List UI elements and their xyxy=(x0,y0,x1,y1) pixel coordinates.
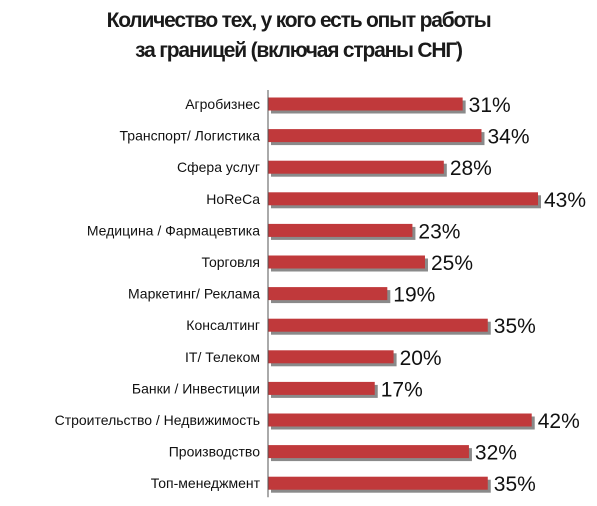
data-label: 42% xyxy=(538,410,580,433)
category-label: Сфера услуг xyxy=(177,159,260,175)
data-label: 34% xyxy=(487,126,529,149)
bar xyxy=(268,445,469,459)
category-label: Банки / Инвестиции xyxy=(132,380,260,396)
category-label: Производство xyxy=(169,444,260,460)
data-label: 43% xyxy=(544,189,586,212)
chart-title-line-1: Количество тех, у кого есть опыт работы xyxy=(106,9,492,32)
chart-title: Количество тех, у кого есть опыт работы … xyxy=(0,6,597,66)
data-label: 17% xyxy=(381,378,423,401)
bar xyxy=(268,413,532,427)
category-label: Агробизнес xyxy=(185,96,260,112)
bar xyxy=(268,287,388,301)
bar xyxy=(268,160,444,174)
category-label: Маркетинг/ Реклама xyxy=(128,286,260,302)
bar xyxy=(268,192,538,206)
chart-title-line-2: за границей (включая страны СНГ) xyxy=(135,39,463,62)
category-label: IT/ Телеком xyxy=(185,349,260,365)
bar xyxy=(268,255,425,269)
data-label: 32% xyxy=(475,442,517,465)
bar xyxy=(268,381,375,395)
category-label: HoReCa xyxy=(206,191,260,207)
category-label: Торговля xyxy=(202,254,260,270)
data-label: 28% xyxy=(450,157,492,180)
category-label: Топ-менеджмент xyxy=(151,475,261,491)
data-label: 23% xyxy=(418,220,460,243)
category-label: Транспорт/ Логистика xyxy=(120,128,261,144)
data-label: 35% xyxy=(494,315,536,338)
category-label: Строительство / Недвижимость xyxy=(55,412,260,428)
bars-layer: Агробизнес 31% Транспорт/ Логистика 34% Сфер… xyxy=(55,94,586,496)
bar xyxy=(268,350,394,364)
data-label: 25% xyxy=(431,252,473,275)
bar xyxy=(268,97,463,111)
category-label: Медицина / Фармацевтика xyxy=(87,222,260,238)
bar xyxy=(268,223,413,237)
data-label: 19% xyxy=(393,284,435,307)
category-label: Консалтинг xyxy=(186,317,260,333)
data-label: 20% xyxy=(400,347,442,370)
bar xyxy=(268,129,482,143)
bar xyxy=(268,318,488,332)
bar xyxy=(268,476,488,490)
data-label: 35% xyxy=(494,473,536,496)
data-label: 31% xyxy=(469,94,511,117)
